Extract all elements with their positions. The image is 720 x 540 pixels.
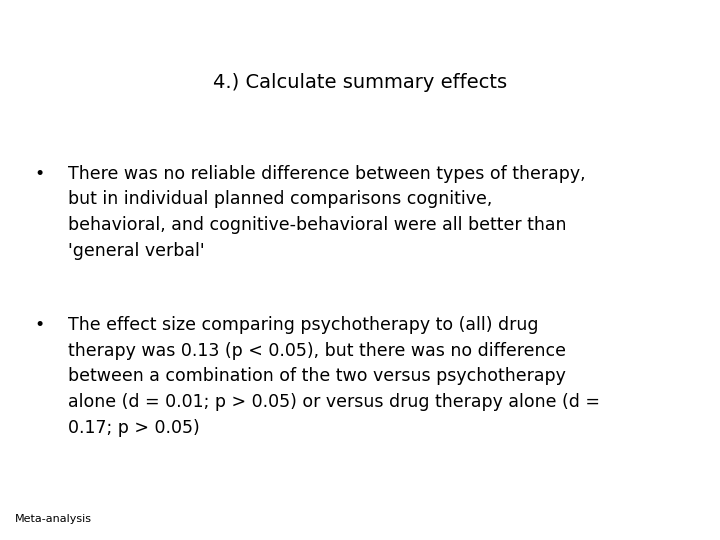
Text: •: •	[35, 316, 45, 334]
Text: •: •	[35, 165, 45, 183]
Text: Meta-analysis: Meta-analysis	[14, 514, 91, 524]
Text: There was no reliable difference between types of therapy,
but in individual pla: There was no reliable difference between…	[68, 165, 586, 260]
Text: 4.) Calculate summary effects: 4.) Calculate summary effects	[213, 73, 507, 92]
Text: The effect size comparing psychotherapy to (all) drug
therapy was 0.13 (p < 0.05: The effect size comparing psychotherapy …	[68, 316, 600, 437]
